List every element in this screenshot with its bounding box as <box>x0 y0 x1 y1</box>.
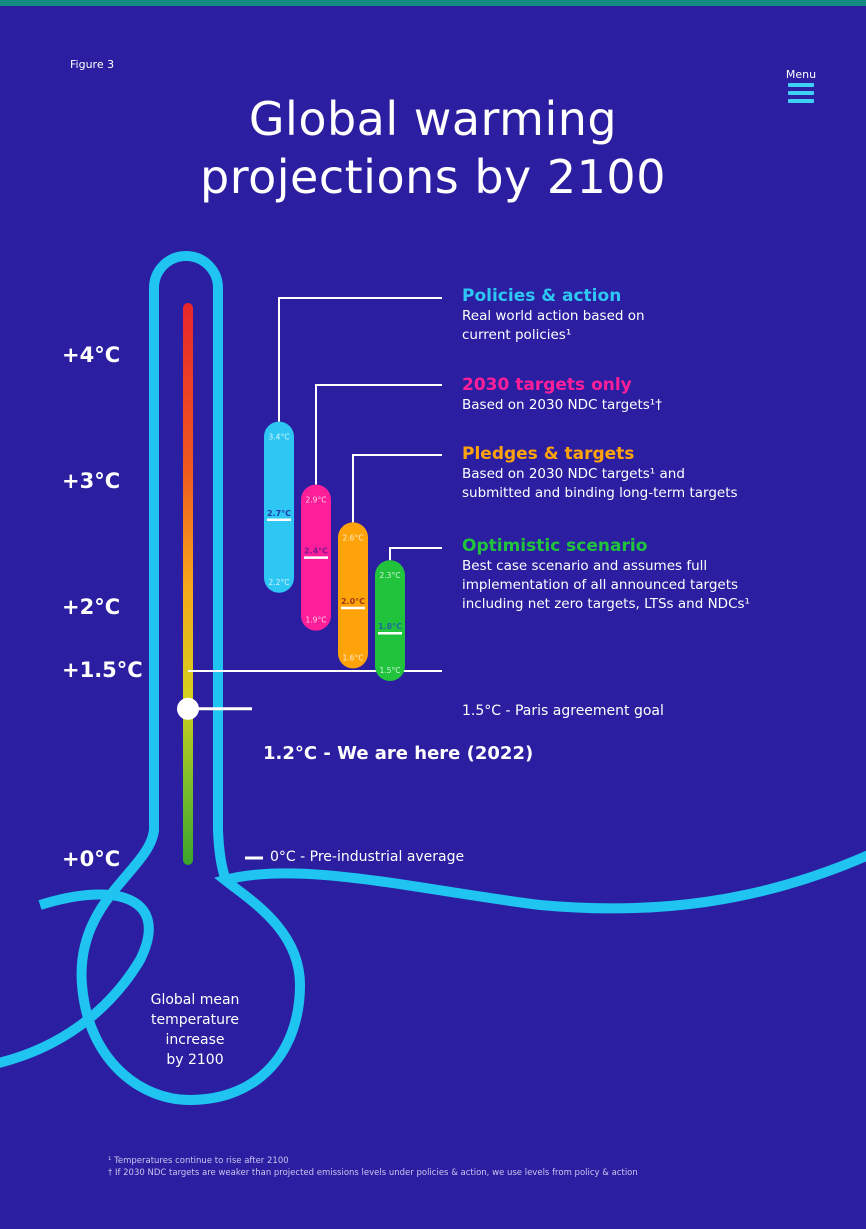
scenario-mid-label: 2.4°C <box>304 547 328 556</box>
scenario-ranges: 3.4°C 2.7°C 2.2°C 2.9°C 2.4°C 1.9°C 2.6°C 2.0°C… <box>264 297 442 681</box>
decorative-curve <box>0 889 154 1068</box>
legend-title-pledges: Pledges & targets <box>462 444 635 464</box>
menu-button[interactable]: Menu <box>779 68 823 107</box>
legend-desc-line: Real world action based on <box>462 308 645 324</box>
scenario-high-label: 2.3°C <box>380 571 401 580</box>
legend-desc-line: Best case scenario and assumes full <box>462 558 708 574</box>
axis-label-4c: +4°C <box>62 343 121 367</box>
scenario-low-label: 1.5°C <box>380 666 401 675</box>
bulb-caption-line: by 2100 <box>166 1052 224 1068</box>
scenario-high-label: 2.6°C <box>343 533 364 542</box>
scenario-range-bar <box>338 522 368 669</box>
scenario-range-bar <box>264 421 294 593</box>
scenario-low-label: 1.9°C <box>306 616 327 625</box>
legend-title-policies: Policies & action <box>462 286 622 306</box>
scenario-low-label: 2.2°C <box>269 578 290 587</box>
scenario-mid-label: 1.8°C <box>378 622 402 631</box>
legend-desc-line: implementation of all announced targets <box>462 577 739 593</box>
scenario-connector <box>352 454 442 523</box>
legend-policies: Policies & action Real world action base… <box>462 285 822 345</box>
axis-label-3c: +3°C <box>62 469 121 493</box>
legend-title-optimistic: Optimistic scenario <box>462 536 648 556</box>
page-title: Global warming projections by 2100 <box>0 90 866 206</box>
thermometer-neck <box>213 829 231 882</box>
bulb-caption-line: temperature <box>151 1012 239 1028</box>
top-band <box>0 0 866 6</box>
paris-goal-label: 1.5°C - Paris agreement goal <box>462 703 664 719</box>
scenario-mid-label: 2.0°C <box>341 597 365 606</box>
title-line-1: Global warming <box>248 92 618 146</box>
preindustrial-label: 0°C - Pre-industrial average <box>270 849 465 865</box>
thermometer-bulb-outline <box>76 829 866 1106</box>
scenario-high-label: 2.9°C <box>306 496 327 505</box>
legend-desc-line: Based on 2030 NDC targets¹ and <box>462 466 685 482</box>
bulb-caption: Global mean temperature increase by 2100 <box>120 990 270 1070</box>
footnotes: ¹ Temperatures continue to rise after 21… <box>108 1155 638 1179</box>
scenario-high-label: 3.4°C <box>269 433 290 442</box>
legend-pledges: Pledges & targets Based on 2030 NDC targ… <box>462 443 822 503</box>
axis-label-2c: +2°C <box>62 595 121 619</box>
scenario-range-bar <box>375 560 405 681</box>
bulb-caption-line: increase <box>165 1032 225 1048</box>
legend-desc-line: Based on 2030 NDC targets¹† <box>462 397 662 413</box>
bulb-caption-line: Global mean <box>150 992 240 1008</box>
scenario-mid-label: 2.7°C <box>267 509 291 518</box>
hamburger-icon[interactable] <box>788 83 814 103</box>
legend-optimistic: Optimistic scenario Best case scenario a… <box>462 535 822 614</box>
axis-label-0c: +0°C <box>62 847 121 871</box>
footnote: † If 2030 NDC targets are weaker than pr… <box>108 1168 638 1178</box>
axis-label-1-5c: +1.5°C <box>62 658 143 682</box>
thermometer-stem-outline <box>149 251 223 835</box>
footnote: ¹ Temperatures continue to rise after 21… <box>108 1156 289 1166</box>
scenario-low-label: 1.6°C <box>343 653 364 662</box>
legend-desc-line: including net zero targets, LTSs and NDC… <box>462 596 750 612</box>
legend-2030-targets: 2030 targets only Based on 2030 NDC targ… <box>462 374 822 415</box>
scenario-connector <box>315 384 442 485</box>
thermometer-outline <box>0 251 866 1106</box>
title-line-2: projections by 2100 <box>200 150 666 204</box>
current-warming-marker <box>177 697 199 720</box>
legend-desc-line: current policies¹ <box>462 327 572 343</box>
scenario-connector <box>389 547 442 561</box>
scenario-connector <box>278 297 442 422</box>
temperature-scale <box>177 303 442 865</box>
current-warming-label: 1.2°C - We are here (2022) <box>263 743 534 764</box>
mercury-tube <box>183 303 193 865</box>
legend-desc-line: submitted and binding long-term targets <box>462 485 738 501</box>
menu-label: Menu <box>785 68 817 81</box>
figure-label: Figure 3 <box>70 58 115 71</box>
legend-title-2030-targets: 2030 targets only <box>462 375 632 395</box>
